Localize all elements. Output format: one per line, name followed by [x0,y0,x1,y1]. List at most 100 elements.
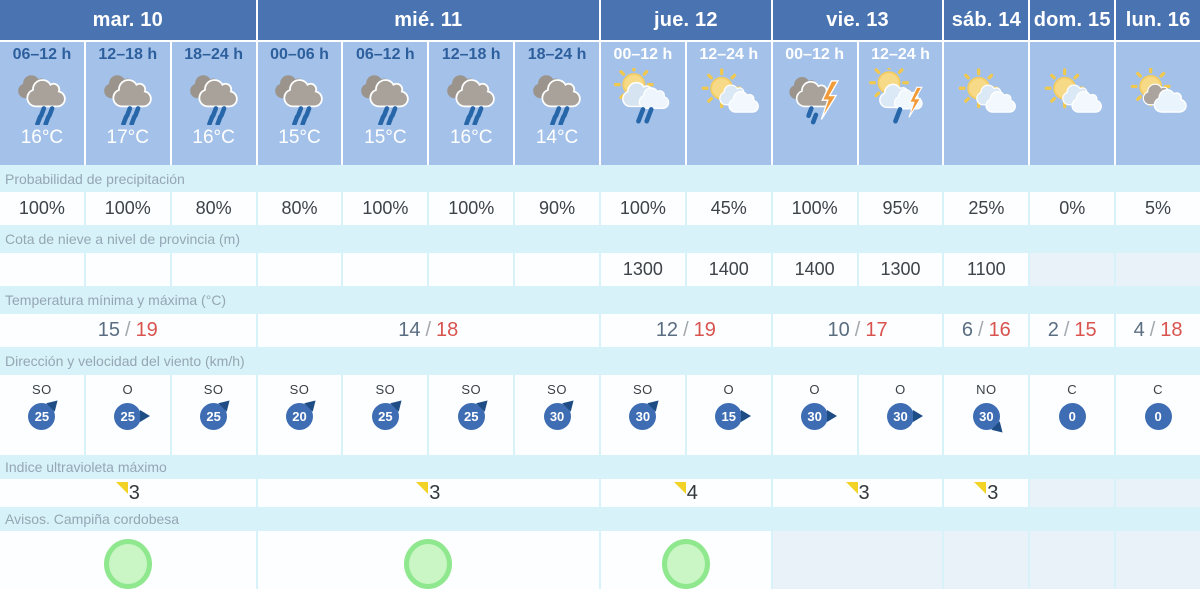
wind-direction: NO [976,382,997,397]
snow-value: 1400 [772,253,857,286]
wind-speed-badge: 30 [972,403,1007,437]
wind-speed: 25 [120,409,135,424]
wind-arrow-e-icon [741,410,752,422]
temp-min: 10 [827,319,850,341]
snow-value [85,253,170,286]
wind-arrow-e-icon [827,410,838,422]
uv-cell: 3 [257,479,599,507]
wind-speed: 30 [807,409,822,424]
temp-min: 12 [655,319,679,341]
rain-cloud-icon [352,68,418,125]
wind-speed-badge: 30 [543,396,578,430]
wind-cell: SO 25 [429,375,514,455]
wind-cell: SO 20 [257,375,342,455]
warning-cell [257,531,599,589]
temp-min: 2 [1047,319,1059,341]
wind-speed: 25 [34,409,50,424]
sun-cloud-gray-icon [1125,68,1191,125]
precipitation-row-label: Probabilidad de precipitación [0,165,1200,192]
temp-separator: / [1149,319,1156,341]
wind-speed: 30 [979,409,994,424]
uv-value: 3 [429,482,441,504]
min-max-temperature: 12/19 [600,314,771,347]
period-time-label: 06–12 h [12,46,72,63]
forecast-period-cell: 12–24 h [858,42,943,165]
precip-value: 80% [171,192,256,225]
forecast-period-cell [944,42,1029,165]
wind-speed-badge: 25 [371,396,406,430]
snow-level-row-label: Cota de nieve a nivel de provincia (m) [0,225,1200,253]
warning-cell [600,531,771,589]
period-time-label: 12–18 h [441,46,501,63]
temp-separator: / [1063,319,1070,341]
uv-row-label: Indice ultravioleta máximo [0,455,1200,479]
period-forecast-row: 06–12 h 16°C 12–18 h 17°C 18–24 h 16°C 0… [0,42,1200,165]
green-warning-circle-icon [404,539,453,589]
wind-speed-badge: 20 [285,396,320,430]
uv-cell: 3 [0,479,256,507]
wind-direction: SO [375,382,396,397]
wind-cell: O 30 [772,375,857,455]
wind-speed: 30 [549,409,565,424]
min-max-temperature: 10/17 [772,314,943,347]
forecast-period-cell: 18–24 h 16°C [171,42,256,165]
forecast-period-cell: 00–12 h [600,42,685,165]
wind-direction: C [1067,382,1078,397]
wind-arrow-e-icon [912,410,923,422]
temp-separator: / [854,319,861,341]
snow-value [257,253,342,286]
warning-cell-empty [772,531,943,589]
snow-value [515,253,599,286]
forecast-period-cell: 12–18 h 17°C [85,42,170,165]
green-warning-circle-icon [661,539,710,589]
precip-value: 45% [686,192,771,225]
snow-level-row: 1300 1400 1400 1300 1100 [0,253,1200,286]
uv-flag-icon [416,482,429,494]
wind-speed-badge: 0 [1144,403,1172,430]
wind-direction: SO [633,382,653,397]
wind-speed: 0 [1154,409,1162,424]
snow-value: 1300 [600,253,685,286]
period-temperature: 15°C [278,127,321,148]
rain-cloud-icon [9,68,75,125]
warnings-row [0,531,1200,589]
wind-speed: 15 [721,409,736,424]
period-time-label: 00–12 h [785,46,844,63]
wind-speed-badge: 30 [886,403,923,430]
period-time-label: 18–24 h [184,46,243,63]
temperature-row: 15/19 14/18 12/19 10/17 6/16 2/15 4/18 [0,314,1200,347]
period-time-label: 00–12 h [613,46,673,63]
day-header-jue12: jue. 12 [600,0,771,40]
period-temperature: 16°C [449,127,493,148]
wind-cell: SO 30 [515,375,599,455]
snow-value [343,253,428,286]
forecast-period-cell: 12–18 h 16°C [429,42,514,165]
wind-cell: O 30 [858,375,943,455]
forecast-period-cell: 00–12 h [772,42,857,165]
wind-cell: O 25 [85,375,170,455]
forecast-period-cell: 06–12 h 15°C [343,42,428,165]
wind-cell: C 0 [1116,375,1200,455]
uv-cell: 3 [944,479,1029,507]
temp-min: 4 [1133,319,1145,341]
wind-speed-badge: 25 [457,396,492,430]
precip-value: 100% [343,192,428,225]
temp-separator: / [683,319,689,341]
min-max-temperature: 15/19 [0,314,256,347]
min-max-temperature: 14/18 [257,314,599,347]
snow-value [429,253,514,286]
wind-cell: C 0 [1030,375,1115,455]
uv-flag-icon [974,482,987,494]
wind-direction: SO [203,382,224,397]
wind-cell: SO 25 [343,375,428,455]
wind-direction: O [122,382,134,397]
forecast-period-cell [1030,42,1115,165]
warnings-row-label: Avisos. Campiña cordobesa [0,507,1200,531]
uv-flag-icon [673,482,686,494]
snow-value-empty [1030,253,1115,286]
snow-value: 1400 [686,253,771,286]
wind-speed-badge: 15 [715,403,752,430]
snow-value: 1300 [858,253,943,286]
day-header-sab14: sáb. 14 [944,0,1029,40]
temp-max: 18 [436,319,459,341]
